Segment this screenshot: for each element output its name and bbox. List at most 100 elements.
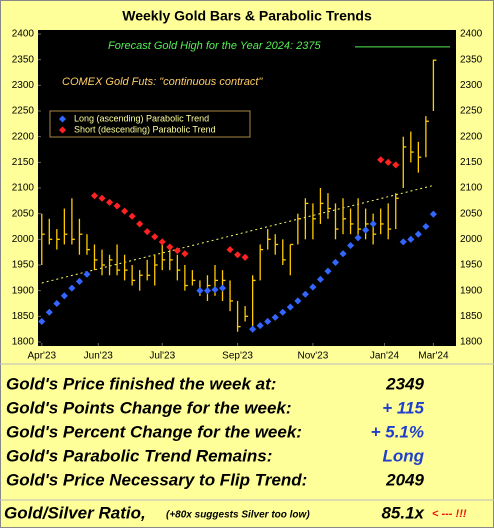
trend-point	[331, 258, 340, 266]
trend-point	[196, 287, 204, 295]
y2-tick-label: 1900	[460, 285, 483, 296]
trend-point	[256, 322, 264, 330]
trend-point	[294, 297, 302, 305]
y-tick-label: 2100	[12, 183, 35, 194]
trend-point	[166, 243, 174, 251]
trend-point	[407, 235, 415, 243]
trend-point	[362, 226, 370, 234]
trend-point	[151, 233, 159, 241]
trend-point	[158, 238, 166, 246]
trend-point	[369, 220, 377, 228]
trend-point	[384, 158, 392, 166]
trend-point	[90, 192, 99, 200]
trend-point	[399, 238, 407, 246]
trend-point	[301, 290, 309, 298]
y-tick-label: 2250	[12, 106, 35, 117]
y-tick-label: 2000	[12, 234, 35, 245]
trend-point	[45, 308, 53, 316]
ratio-flag: < --- !!!	[432, 508, 467, 520]
trend-point	[173, 247, 181, 255]
x-tick-label: Jun'23	[84, 351, 114, 362]
summary-value: 2049	[385, 470, 424, 489]
y2-tick-label: 2000	[460, 234, 483, 245]
x-tick-label: Apr'23	[27, 351, 56, 362]
trend-point	[429, 210, 437, 218]
chart-title: Weekly Gold Bars & Parabolic Trends	[122, 8, 372, 24]
trend-point	[309, 283, 317, 291]
y-tick-label: 1900	[12, 285, 35, 296]
y-tick-label: 1950	[12, 260, 35, 271]
trend-point	[53, 299, 61, 308]
y2-tick-label: 2100	[460, 183, 483, 194]
summary-label: Gold's Price Necessary to Flip Trend:	[6, 470, 307, 489]
trend-point	[249, 325, 257, 333]
y2-tick-label: 2400	[460, 29, 483, 40]
trend-point	[60, 292, 68, 300]
trend-point	[226, 246, 234, 254]
trend-point	[38, 317, 46, 326]
y-tick-label: 1800	[12, 337, 35, 348]
trend-point	[68, 284, 76, 292]
trend-point	[422, 222, 430, 231]
legend-label: Short (descending) Parabolic Trend	[74, 124, 216, 134]
trend-point	[264, 317, 272, 326]
trend-point	[113, 202, 121, 210]
trend-point	[286, 303, 294, 311]
y2-tick-label: 2300	[460, 80, 483, 91]
y-tick-label: 1850	[12, 311, 35, 322]
trend-point	[377, 156, 385, 164]
y2-tick-label: 2150	[460, 157, 483, 168]
trend-point	[324, 267, 332, 275]
x-tick-label: Jul'23	[149, 351, 175, 362]
y-tick-label: 2400	[12, 29, 35, 40]
summary-label: Gold's Price finished the week at:	[6, 374, 276, 393]
summary-value: + 5.1%	[371, 422, 424, 441]
trend-point	[234, 251, 242, 259]
ratio-note: (+80x suggests Silver too low)	[166, 510, 310, 521]
summary-label: Gold's Points Change for the week:	[6, 398, 292, 417]
trend-point	[181, 250, 189, 258]
trend-point	[339, 250, 347, 258]
ratio-label: Gold/Silver Ratio,	[4, 503, 146, 522]
trend-point	[211, 286, 219, 294]
trend-point	[75, 277, 83, 285]
y-tick-label: 2150	[12, 157, 35, 168]
trend-point	[316, 275, 324, 283]
trend-point	[98, 194, 106, 202]
y-tick-label: 2350	[12, 54, 35, 65]
trend-point	[354, 234, 362, 242]
plot-area	[38, 30, 456, 346]
contract-label: COMEX Gold Futs: "continuous contract"	[62, 76, 263, 88]
trend-line	[41, 184, 434, 284]
ratio-value: 85.1x	[381, 503, 425, 522]
y-tick-label: 2300	[12, 80, 35, 91]
trend-point	[218, 284, 227, 292]
y2-tick-label: 1850	[460, 311, 483, 322]
summary-value: Long	[382, 446, 424, 465]
trend-point	[106, 198, 114, 206]
legend-marker	[58, 126, 67, 134]
y2-tick-label: 1950	[460, 260, 483, 271]
legend-label: Long (ascending) Parabolic Trend	[74, 113, 209, 123]
trend-point	[271, 313, 279, 321]
y2-tick-label: 2050	[460, 208, 483, 219]
trend-point	[136, 220, 144, 228]
forecast-label: Forecast Gold High for the Year 2024: 23…	[108, 40, 321, 52]
trend-point	[128, 212, 136, 220]
trend-point	[121, 207, 129, 215]
summary-value: 2349	[385, 374, 424, 393]
y2-tick-label: 2250	[460, 106, 483, 117]
legend-box	[49, 110, 251, 138]
y2-tick-label: 2200	[460, 131, 483, 142]
y2-tick-label: 2350	[460, 54, 483, 65]
x-tick-label: Nov'23	[297, 351, 328, 362]
summary-label: Gold's Parabolic Trend Remains:	[6, 446, 272, 465]
trend-point	[414, 230, 422, 238]
trend-point	[392, 161, 400, 169]
x-tick-label: Jan'24	[370, 351, 400, 362]
y-tick-label: 2050	[12, 208, 35, 219]
x-tick-label: Mar'24	[418, 351, 449, 362]
summary-value: + 115	[382, 398, 424, 417]
y-tick-label: 2200	[12, 131, 35, 142]
